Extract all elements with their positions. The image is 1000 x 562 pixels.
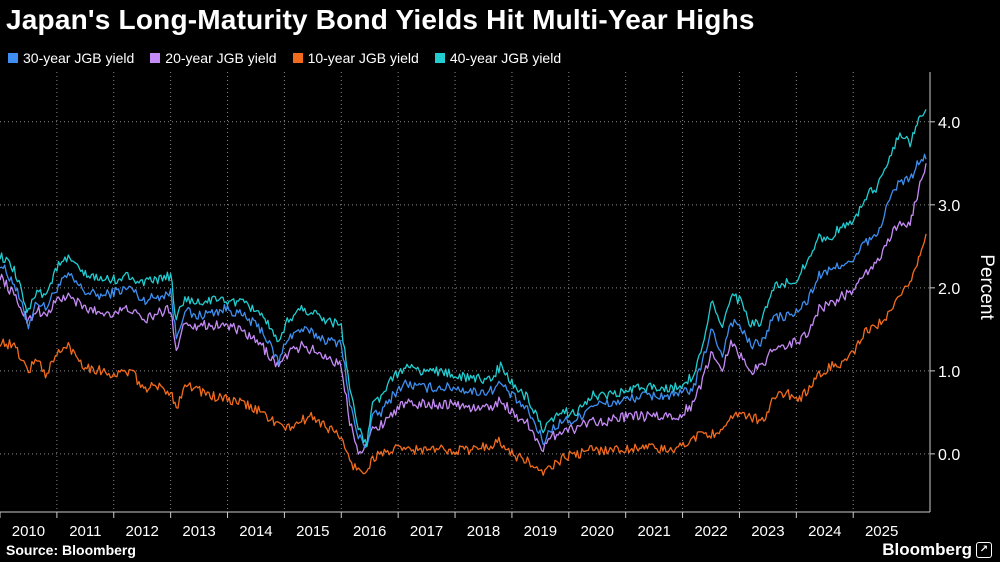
y-tick-label: 4.0 [938,115,960,132]
legend-item-30y: 30-year JGB yield [8,50,134,66]
legend-item-40y: 40-year JGB yield [434,50,562,66]
legend-swatch-10y [292,53,303,63]
legend-item-10y: 10-year JGB yield [292,50,419,66]
legend-item-20y: 20-year JGB yield [150,50,277,66]
brand-name: Bloomberg [882,540,972,559]
x-tick-label: 2015 [296,523,329,540]
legend-label-20y: 20-year JGB yield [165,50,277,66]
x-tick-label: 2025 [865,523,898,540]
y-tick-label: 1.0 [938,364,960,381]
y-tick-label: 2.0 [938,281,960,298]
x-tick-label: 2022 [694,523,727,540]
series-line-10-year-jgb-yield [0,233,927,476]
source-note: Source: Bloomberg [6,542,136,558]
x-tick-label: 2010 [12,523,45,540]
x-tick-label: 2012 [126,523,159,540]
legend-label-40y: 40-year JGB yield [449,50,562,66]
legend-swatch-20y [150,53,161,63]
legend-swatch-40y [434,53,445,63]
legend-swatch-30y [8,53,18,63]
series-line-40-year-jgb-yield [0,109,927,448]
x-tick-label: 2024 [808,523,841,540]
x-tick-label: 2023 [751,523,784,540]
y-tick-label: 0.0 [938,447,960,464]
y-tick-label: 3.0 [938,198,960,215]
x-tick-label: 2018 [467,523,500,540]
x-tick-label: 2017 [410,523,443,540]
x-tick-label: 2013 [182,523,215,540]
x-tick-label: 2021 [637,523,670,540]
x-tick-label: 2019 [524,523,557,540]
legend: 30-year JGB yield 20-year JGB yield 10-y… [8,50,561,66]
x-tick-label: 2016 [353,523,386,540]
series-line-30-year-jgb-yield [0,153,927,449]
legend-label-30y: 30-year JGB yield [23,50,135,66]
chart-icon: ↗ [976,542,992,558]
legend-label-10y: 10-year JGB yield [307,50,419,66]
series-line-20-year-jgb-yield [0,163,927,455]
x-tick-label: 2011 [69,523,101,540]
y-axis-label: Percent [976,254,997,320]
x-tick-label: 2014 [239,523,272,540]
x-tick-label: 2020 [581,523,614,540]
chart-title: Japan's Long-Maturity Bond Yields Hit Mu… [6,4,755,35]
bloomberg-logo: Bloomberg ↗ [882,540,992,560]
